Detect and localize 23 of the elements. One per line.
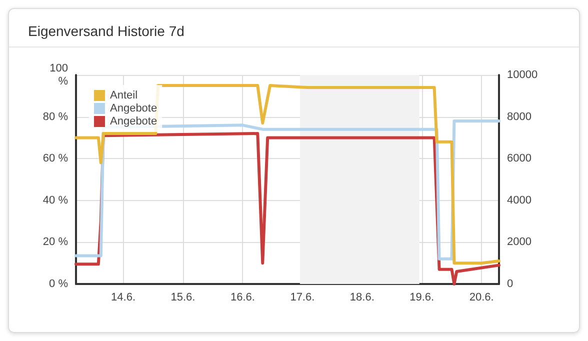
y-tick-label: 20 % bbox=[42, 236, 68, 248]
y-tick-label: 0 % bbox=[49, 278, 68, 290]
y-tick-label: 40 % bbox=[42, 194, 68, 206]
legend-label: Angebote bbox=[110, 116, 158, 128]
x-tick-label: 15.6. bbox=[170, 292, 196, 304]
x-tick-label: 16.6. bbox=[230, 292, 255, 304]
y2-tick-label: 2000 bbox=[507, 236, 532, 248]
x-tick-label: 14.6. bbox=[111, 292, 136, 304]
legend-label: Anteil bbox=[110, 90, 138, 102]
y2-tick-label: 4000 bbox=[507, 194, 532, 206]
y2-tick-label: 8000 bbox=[507, 110, 532, 123]
x-tick-label: 18.6. bbox=[350, 292, 374, 304]
x-tick-label: 19.6. bbox=[410, 292, 434, 304]
y2-tick-label: 0 bbox=[507, 278, 514, 290]
y-tick-label: 80 % bbox=[42, 110, 68, 123]
y2-tick-label: 6000 bbox=[507, 152, 532, 165]
y2-tick-label: 10000 bbox=[507, 69, 538, 81]
y-tick-label: 100 % bbox=[50, 62, 68, 88]
y-tick-label: 60 % bbox=[42, 152, 68, 165]
chart-title: Eigenversand Historie 7d bbox=[28, 23, 184, 39]
x-tick-label: 20.6. bbox=[469, 292, 494, 304]
x-tick-label: 17.6. bbox=[290, 292, 315, 304]
legend-label: Angebote bbox=[110, 102, 158, 114]
